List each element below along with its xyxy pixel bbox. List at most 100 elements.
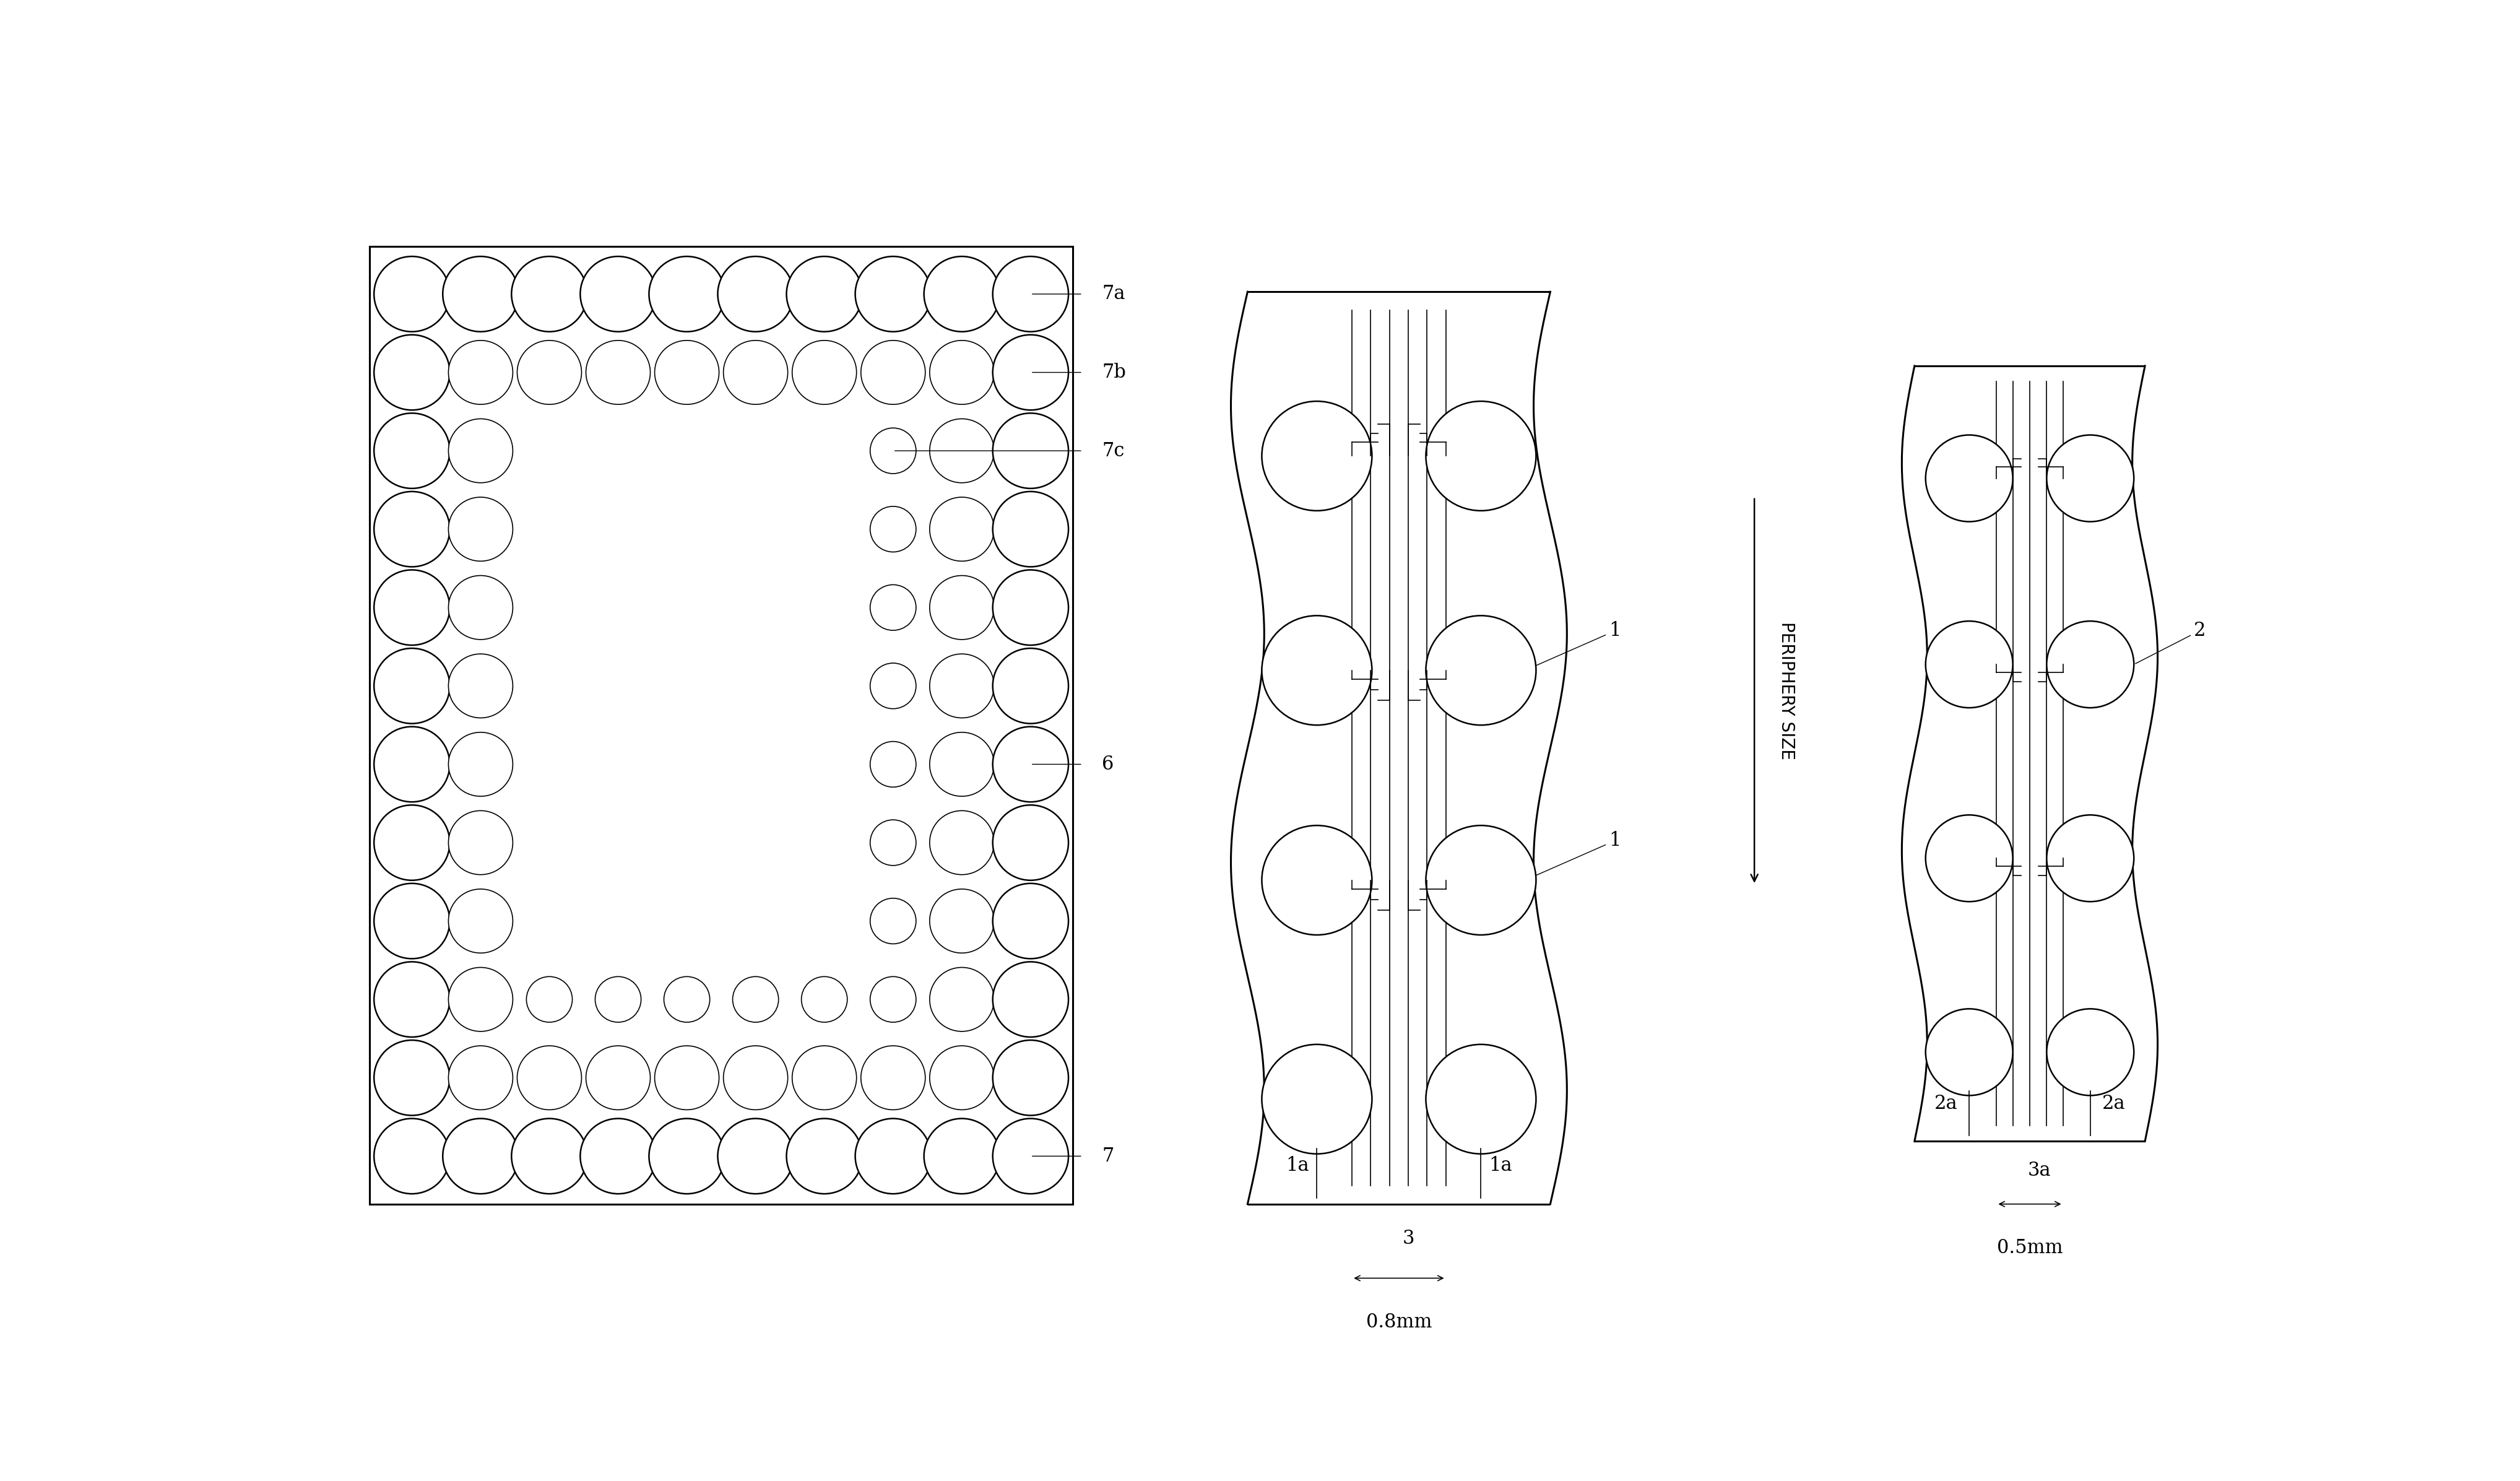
Ellipse shape <box>449 576 512 640</box>
Ellipse shape <box>718 1118 794 1194</box>
Ellipse shape <box>2046 435 2134 521</box>
Text: 1: 1 <box>1527 831 1620 880</box>
Ellipse shape <box>786 256 862 332</box>
Ellipse shape <box>2046 621 2134 708</box>
Ellipse shape <box>449 655 512 718</box>
Ellipse shape <box>449 1046 512 1109</box>
Ellipse shape <box>373 727 449 801</box>
Ellipse shape <box>517 341 582 404</box>
Ellipse shape <box>1426 825 1537 935</box>
Ellipse shape <box>862 1046 925 1109</box>
Ellipse shape <box>869 897 917 943</box>
Ellipse shape <box>993 492 1068 567</box>
Ellipse shape <box>869 585 917 631</box>
Ellipse shape <box>449 341 512 404</box>
Ellipse shape <box>449 498 512 561</box>
Ellipse shape <box>930 498 993 561</box>
Ellipse shape <box>791 341 857 404</box>
Ellipse shape <box>2046 815 2134 902</box>
Text: 1a: 1a <box>1285 1157 1308 1176</box>
Ellipse shape <box>733 976 779 1022</box>
Ellipse shape <box>869 976 917 1022</box>
Bar <box>370 246 1074 1204</box>
Ellipse shape <box>930 967 993 1031</box>
Ellipse shape <box>993 961 1068 1037</box>
Ellipse shape <box>993 883 1068 958</box>
Ellipse shape <box>512 256 587 332</box>
Ellipse shape <box>2046 1009 2134 1096</box>
Ellipse shape <box>993 413 1068 489</box>
Ellipse shape <box>373 256 449 332</box>
Ellipse shape <box>993 649 1068 724</box>
Text: 3: 3 <box>1404 1229 1414 1248</box>
Ellipse shape <box>786 1118 862 1194</box>
Ellipse shape <box>517 1046 582 1109</box>
Ellipse shape <box>718 256 794 332</box>
Ellipse shape <box>930 655 993 718</box>
Ellipse shape <box>1263 825 1371 935</box>
Text: 2a: 2a <box>1935 1094 1958 1114</box>
Ellipse shape <box>930 419 993 483</box>
Ellipse shape <box>444 256 519 332</box>
Ellipse shape <box>580 1118 655 1194</box>
Ellipse shape <box>373 961 449 1037</box>
Ellipse shape <box>449 967 512 1031</box>
Ellipse shape <box>373 413 449 489</box>
Text: 7c: 7c <box>1101 441 1124 461</box>
Text: 1a: 1a <box>1489 1157 1512 1176</box>
Ellipse shape <box>993 806 1068 880</box>
Ellipse shape <box>650 256 726 332</box>
Ellipse shape <box>449 732 512 797</box>
Ellipse shape <box>1263 1044 1371 1154</box>
Ellipse shape <box>373 649 449 724</box>
Ellipse shape <box>723 1046 789 1109</box>
Ellipse shape <box>1426 401 1537 511</box>
Ellipse shape <box>444 1118 519 1194</box>
Ellipse shape <box>587 1046 650 1109</box>
Text: 2: 2 <box>2134 621 2205 663</box>
Ellipse shape <box>1426 616 1537 726</box>
Text: 0.5mm: 0.5mm <box>1996 1238 2064 1257</box>
Ellipse shape <box>993 1118 1068 1194</box>
Ellipse shape <box>801 976 847 1022</box>
Ellipse shape <box>449 889 512 952</box>
Text: 2a: 2a <box>2102 1094 2124 1114</box>
Ellipse shape <box>925 256 1000 332</box>
Ellipse shape <box>373 806 449 880</box>
Ellipse shape <box>1426 1044 1537 1154</box>
Ellipse shape <box>373 1118 449 1194</box>
Ellipse shape <box>663 976 711 1022</box>
Ellipse shape <box>869 507 917 552</box>
Text: 7: 7 <box>1101 1146 1114 1166</box>
Ellipse shape <box>993 256 1068 332</box>
Ellipse shape <box>587 341 650 404</box>
Text: 6: 6 <box>1101 755 1114 775</box>
Ellipse shape <box>595 976 640 1022</box>
Ellipse shape <box>373 335 449 410</box>
Ellipse shape <box>993 570 1068 646</box>
Ellipse shape <box>854 256 930 332</box>
Ellipse shape <box>449 419 512 483</box>
Ellipse shape <box>723 341 789 404</box>
Ellipse shape <box>930 732 993 797</box>
Ellipse shape <box>993 727 1068 801</box>
Text: PERIPHERY SIZE: PERIPHERY SIZE <box>1777 622 1794 760</box>
Ellipse shape <box>1263 401 1371 511</box>
Text: 7a: 7a <box>1101 284 1126 304</box>
Ellipse shape <box>993 335 1068 410</box>
Ellipse shape <box>930 341 993 404</box>
Ellipse shape <box>373 883 449 958</box>
Ellipse shape <box>869 663 917 709</box>
Ellipse shape <box>930 1046 993 1109</box>
Ellipse shape <box>930 889 993 952</box>
Ellipse shape <box>791 1046 857 1109</box>
Ellipse shape <box>655 1046 718 1109</box>
Text: 7b: 7b <box>1101 363 1126 382</box>
Ellipse shape <box>580 256 655 332</box>
Ellipse shape <box>1925 621 2013 708</box>
Ellipse shape <box>512 1118 587 1194</box>
Ellipse shape <box>373 1040 449 1115</box>
Ellipse shape <box>869 742 917 786</box>
Ellipse shape <box>930 810 993 875</box>
Ellipse shape <box>449 810 512 875</box>
